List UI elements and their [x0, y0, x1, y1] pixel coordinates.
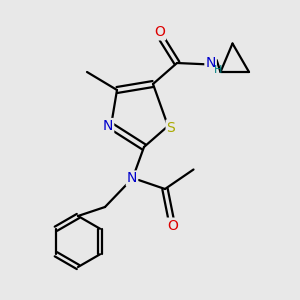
Text: N: N: [206, 56, 216, 70]
Text: O: O: [154, 26, 165, 39]
Text: H: H: [214, 65, 223, 75]
Text: O: O: [167, 219, 178, 232]
Text: N: N: [103, 119, 113, 133]
Text: N: N: [127, 172, 137, 185]
Text: S: S: [167, 121, 176, 134]
